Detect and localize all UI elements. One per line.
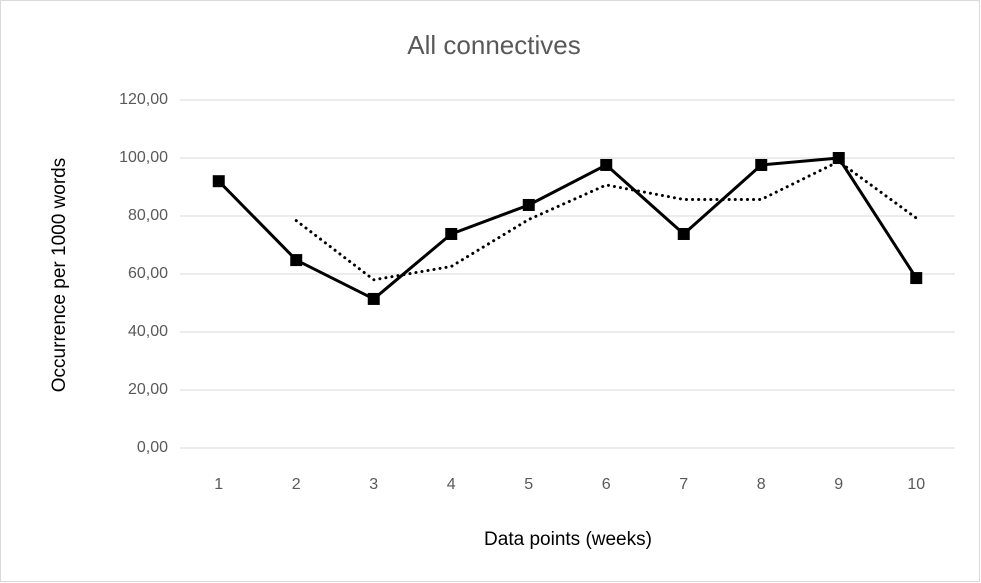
x-tick-label: 1 <box>214 476 223 493</box>
x-tick-label: 6 <box>602 476 611 493</box>
y-tick-label: 40,00 <box>128 323 168 340</box>
point-marker <box>522 198 535 211</box>
point-marker <box>832 152 845 164</box>
x-tick-label: 5 <box>524 476 533 493</box>
x-tick-label: 10 <box>907 476 925 493</box>
chart-title: All connectives <box>407 30 580 60</box>
y-tick-label: 80,00 <box>128 207 168 224</box>
x-tick-label: 7 <box>679 476 688 493</box>
x-tick-label: 3 <box>369 476 378 493</box>
y-tick-label: 120,00 <box>119 91 168 108</box>
point-marker <box>910 272 923 285</box>
line-series <box>217 156 918 301</box>
x-tick-label: 8 <box>757 476 766 493</box>
y-tick-label: 0,00 <box>137 439 168 456</box>
point-marker <box>600 158 613 171</box>
point-marker <box>212 175 225 188</box>
y-axis-label: Occurrence per 1000 words <box>49 158 70 392</box>
point-marker <box>445 227 458 240</box>
y-tick-label: 20,00 <box>128 381 168 398</box>
x-axis-label: Data points (weeks) <box>484 529 652 550</box>
point-marker <box>755 158 768 171</box>
y-tick-label: 100,00 <box>119 149 168 166</box>
x-tick-label: 2 <box>292 476 301 493</box>
x-tick-label: 9 <box>834 476 843 493</box>
point-marker <box>290 254 303 267</box>
point-marker <box>367 292 380 305</box>
y-tick-label: 60,00 <box>128 265 168 282</box>
point-marker <box>677 227 690 240</box>
x-tick-label: 4 <box>447 476 456 493</box>
